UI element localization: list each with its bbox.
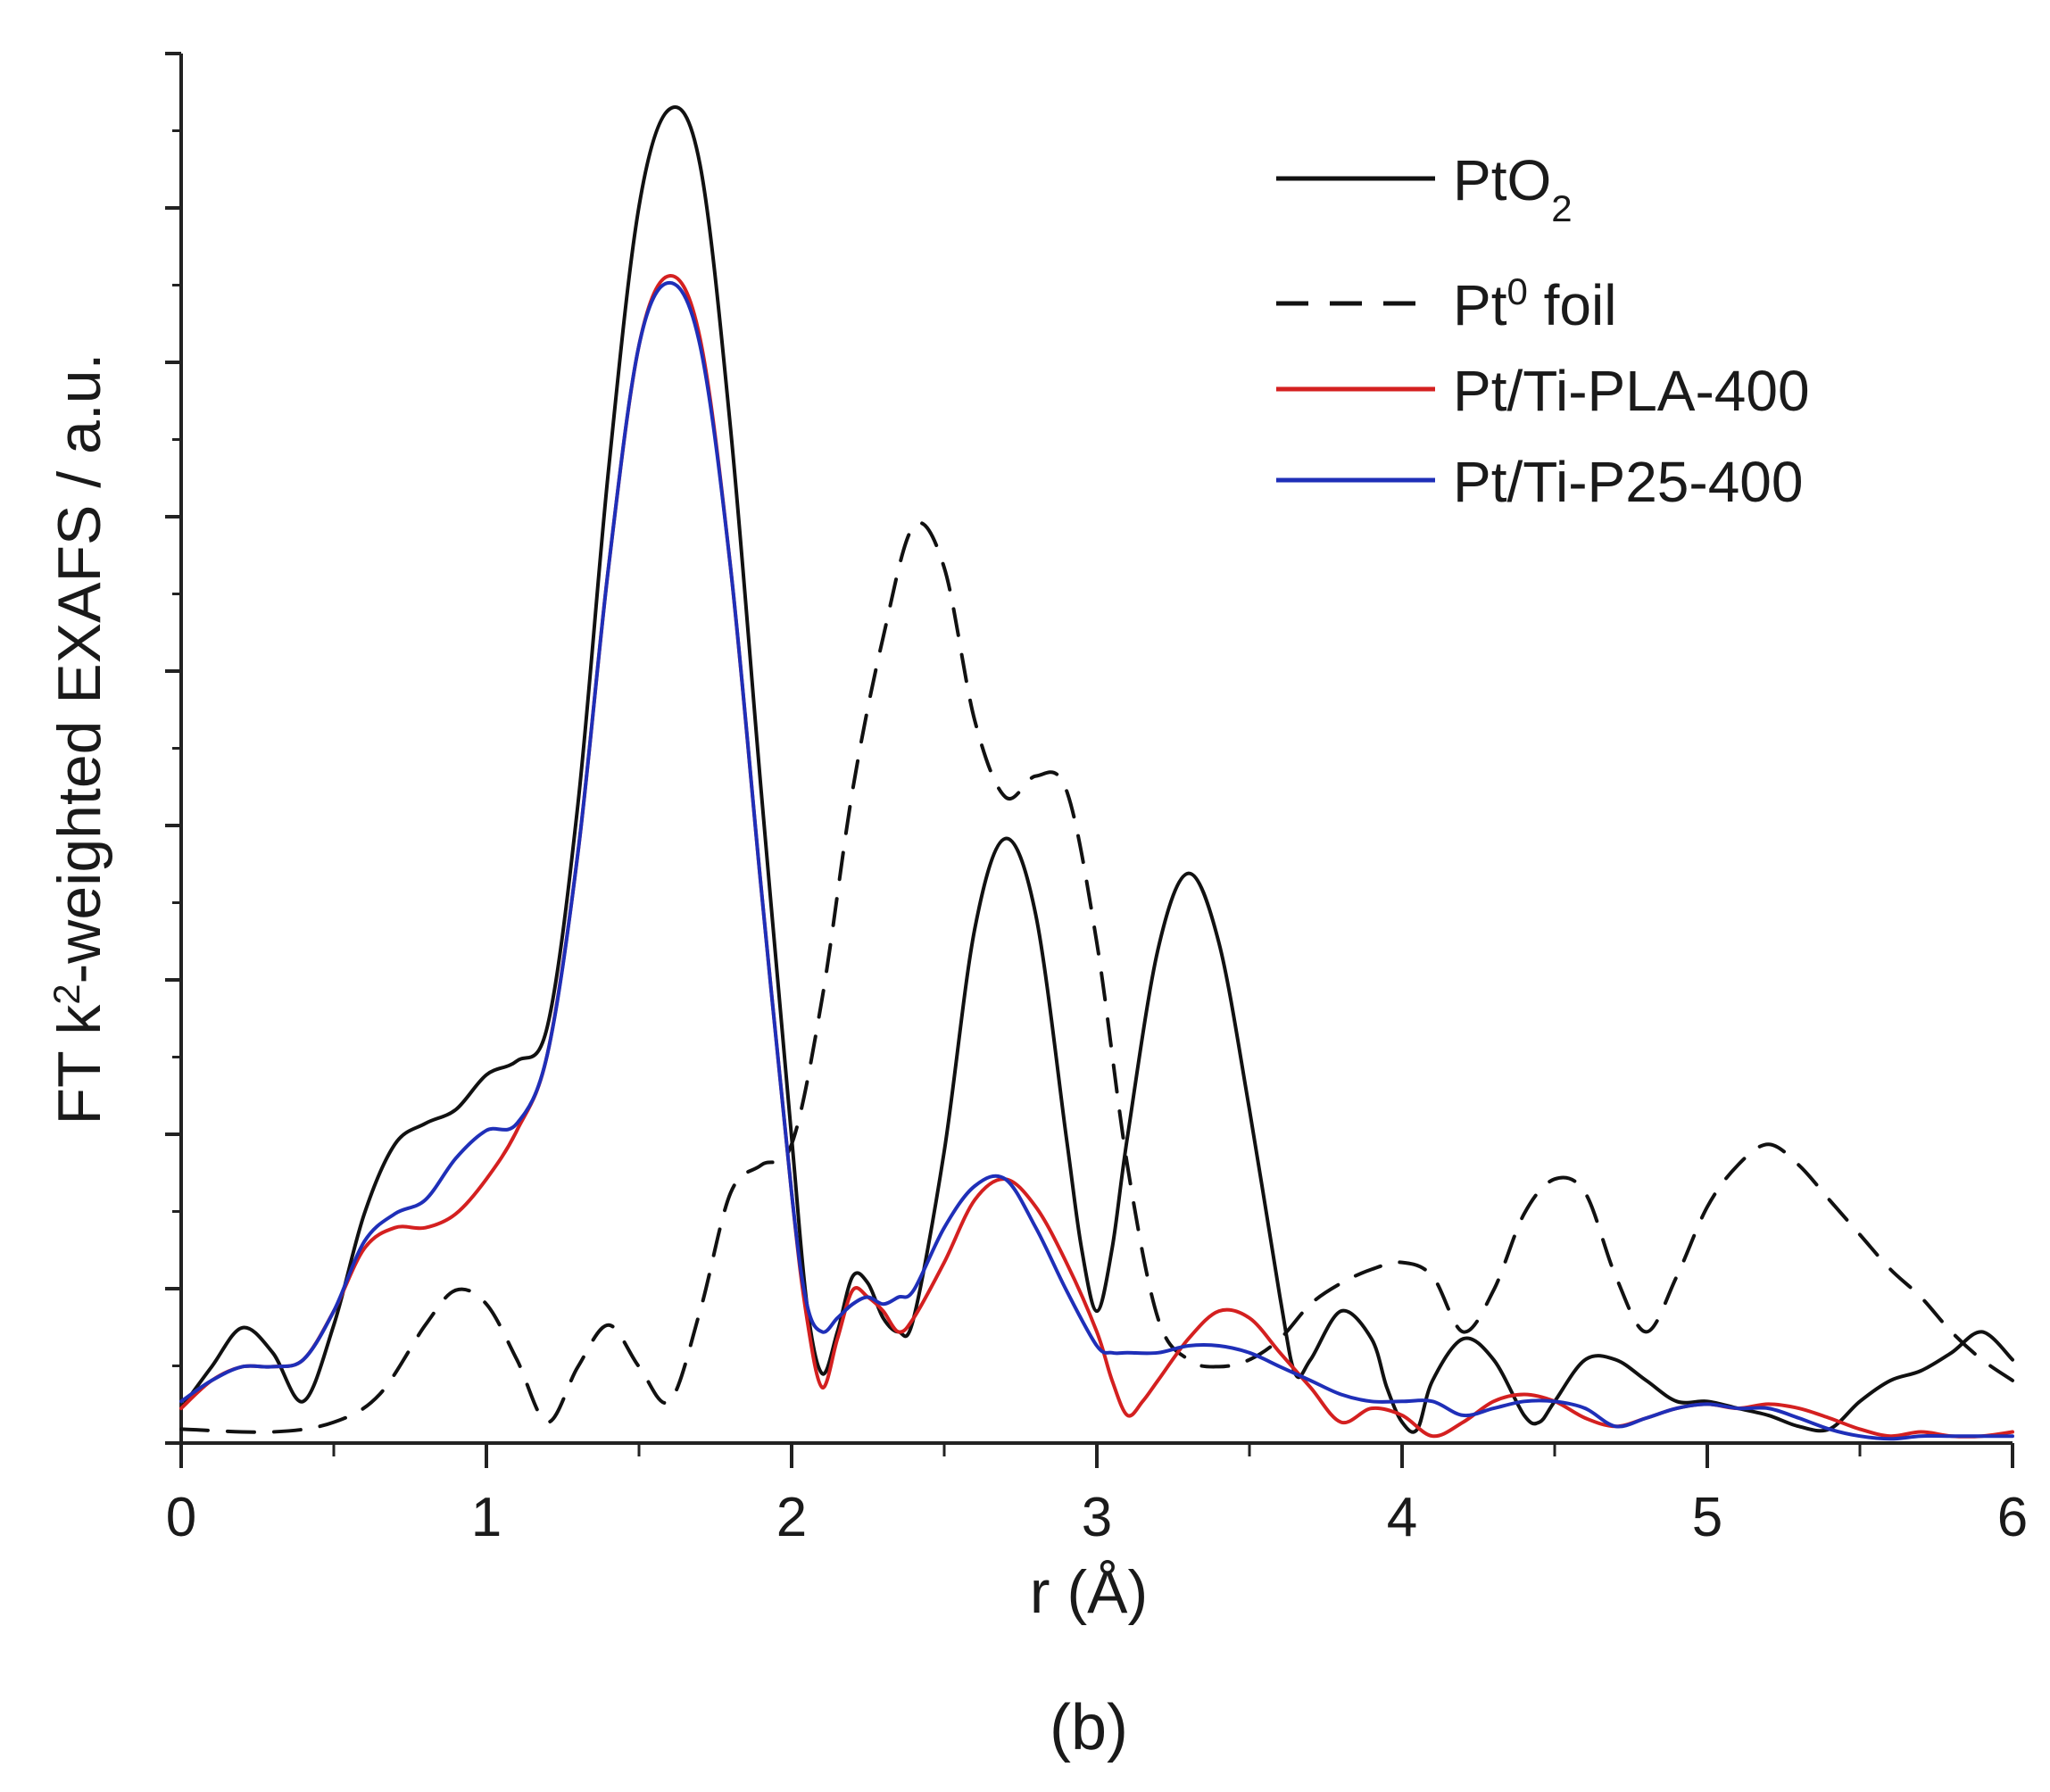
x-tick-label-1: 1 (471, 1487, 502, 1548)
legend-label-pto2: PtO2 (1453, 148, 1573, 229)
series-line-pt-ti-p25-400 (179, 280, 2014, 1441)
y-axis-title-sup: 2 (46, 983, 87, 1004)
series-line-pto2 (179, 105, 2014, 1434)
x-tick-label-6: 6 (1997, 1487, 2028, 1548)
legend-label-pt-ti-p25-400: Pt/Ti-P25-400 (1453, 450, 1803, 514)
series-layer (179, 105, 2014, 1441)
y-axis-title-prefix: FT k (46, 1004, 113, 1125)
y-axis-title: FT k2-weighted EXAFS / a.u. (46, 353, 114, 1125)
legend: PtO2 Pt0 foil Pt/Ti-PLA-400 Pt/Ti-P25-40… (1276, 148, 1810, 514)
x-tick-label-2: 2 (776, 1487, 807, 1548)
x-tick-label-4: 4 (1387, 1487, 1417, 1548)
series-line-pt0-foil (179, 520, 2014, 1434)
x-axis-title: r (Å) (1030, 1558, 1148, 1626)
y-axis-title-suffix: -weighted EXAFS / a.u. (46, 353, 113, 984)
legend-label-pt-ti-pla-400: Pt/Ti-PLA-400 (1453, 359, 1810, 423)
x-tick-label-3: 3 (1082, 1487, 1112, 1548)
panel-label: (b) (1050, 1692, 1128, 1763)
legend-label-pt0-foil: Pt0 foil (1453, 270, 1616, 338)
x-tick-label-0: 0 (166, 1487, 196, 1548)
x-tick-label-5: 5 (1692, 1487, 1722, 1548)
axes-layer: 0 1 2 3 4 5 6 (165, 52, 2028, 1548)
